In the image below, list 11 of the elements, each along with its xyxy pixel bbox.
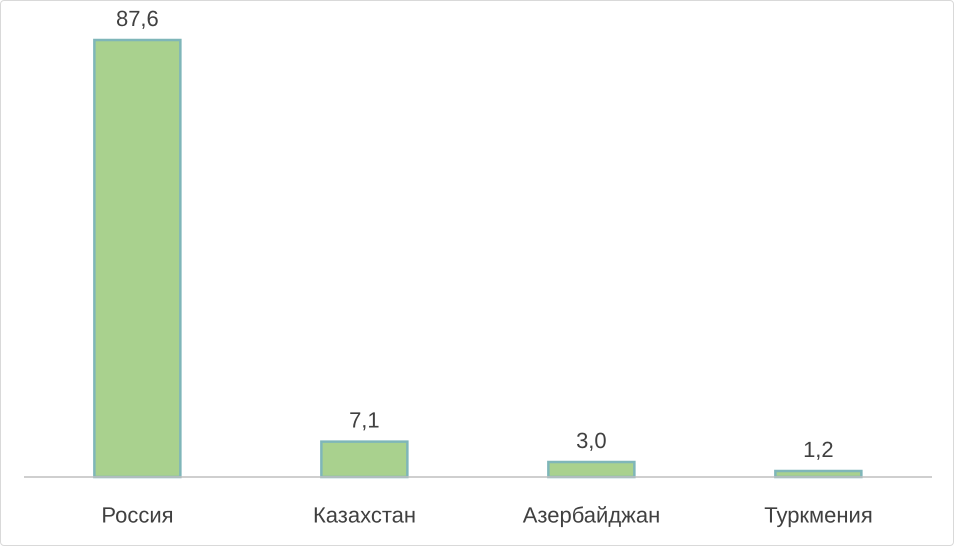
data-label: 87,6 <box>116 6 159 31</box>
data-label: 7,1 <box>349 408 380 433</box>
data-label: 3,0 <box>576 428 607 454</box>
x-tick-label: Россия <box>101 502 174 528</box>
bar <box>547 460 636 478</box>
x-tick-label: Азербайджан <box>522 502 660 528</box>
bar <box>93 38 182 478</box>
x-tick-label: Туркмения <box>764 502 873 528</box>
bar <box>320 440 409 478</box>
x-tick-label: Казахстан <box>312 502 416 528</box>
data-label: 1,2 <box>803 437 834 462</box>
